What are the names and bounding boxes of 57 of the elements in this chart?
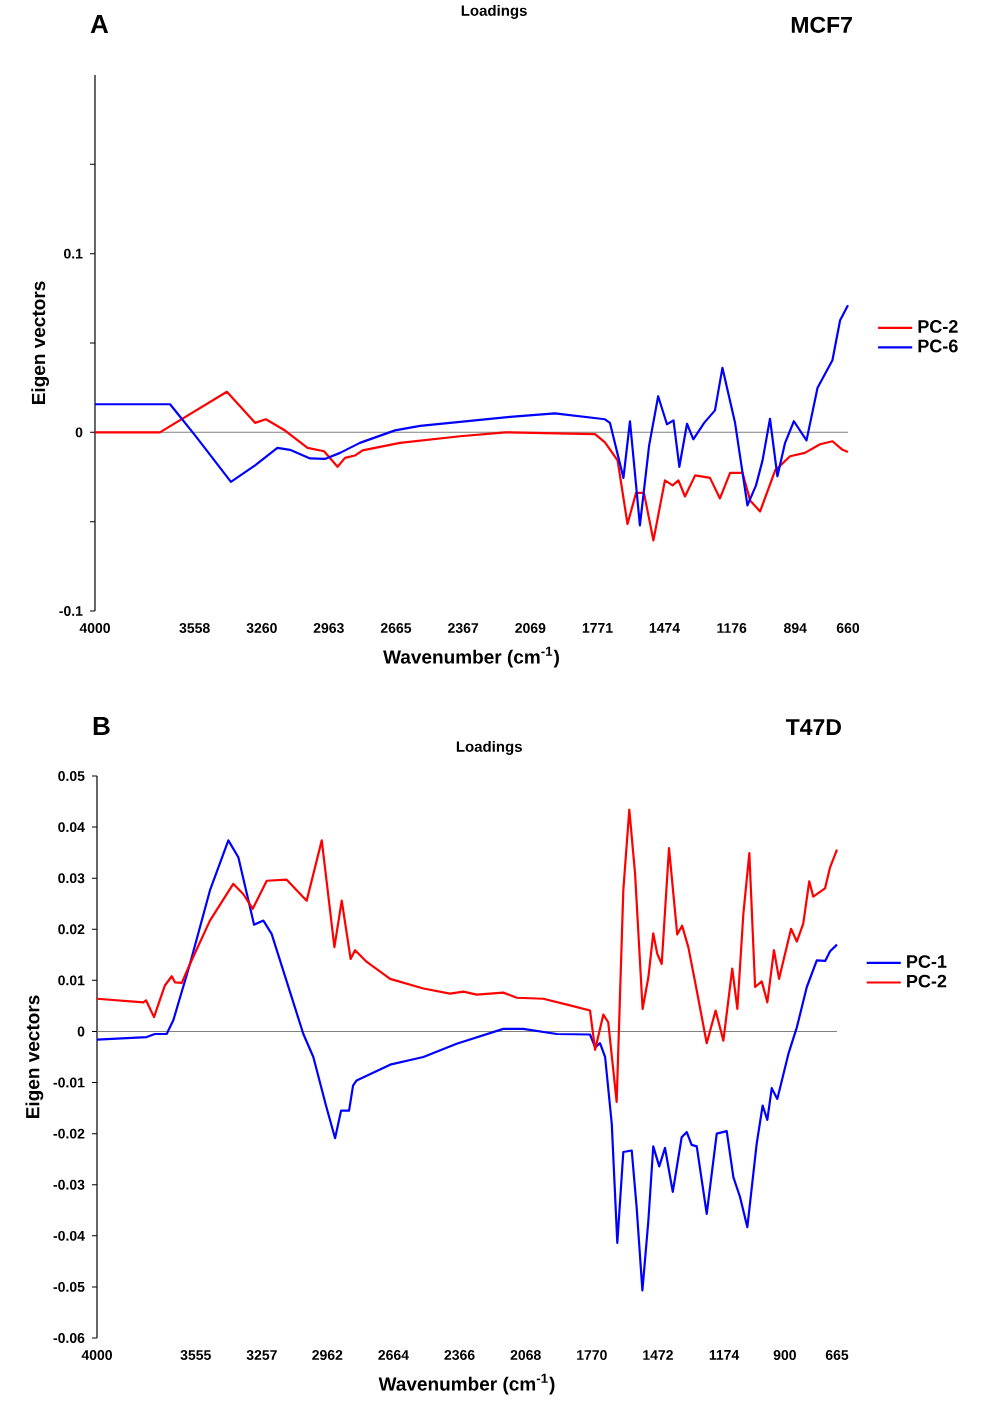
x-tick-label: 2963 (313, 623, 344, 633)
y-tick-label: -0.02 (53, 1128, 85, 1139)
x-tick-label: 900 (773, 1350, 796, 1360)
y-axis-title: Eigen vectors (25, 995, 44, 1119)
y-tick-label: -0.1 (59, 606, 83, 616)
x-tick-label: 1770 (577, 1350, 607, 1360)
x-tick-label: 1771 (582, 623, 613, 633)
x-tick-label: 3558 (179, 623, 210, 633)
x-tick-label: 2068 (510, 1350, 541, 1360)
x-tick-label: 2962 (312, 1350, 343, 1360)
y-tick-label: 0.1 (64, 248, 83, 259)
x-tick-label: 3260 (246, 623, 277, 633)
text: B (93, 717, 110, 735)
line-series (95, 839, 839, 1292)
x-tick-label: 1176 (717, 623, 747, 633)
text: MCF7 (791, 16, 852, 33)
x-tick-label: 2664 (378, 1350, 409, 1360)
line-series (93, 304, 850, 527)
legend-label: PC-1 (907, 955, 947, 968)
x-tick-label: 660 (836, 623, 860, 633)
x-axis-title: Wavenumber (cm$^{-1}$) (383, 646, 559, 668)
x-tick-label: 665 (825, 1350, 849, 1360)
x-tick-label: 1472 (643, 1350, 673, 1360)
x-tick-label: 3257 (246, 1350, 277, 1360)
text: T47D (785, 719, 841, 735)
x-tick-label: 894 (784, 623, 807, 633)
y-tick-label: 0.05 (58, 771, 85, 781)
y-tick-label: 0.02 (58, 924, 85, 935)
x-tick-label: 3555 (180, 1350, 211, 1360)
y-tick-label: -0.03 (53, 1179, 85, 1190)
x-tick-label: 1474 (649, 623, 680, 633)
x-tick-label: 2367 (448, 623, 479, 633)
chart-title: Loadings (456, 740, 522, 755)
x-tick-label: 1174 (709, 1350, 740, 1360)
legend-label: PC-2 (907, 974, 947, 988)
line-series (95, 808, 839, 1104)
x-axis-title: Wavenumber (cm$^{-1}$) (378, 1373, 555, 1395)
x-tick-label: 2665 (380, 623, 412, 633)
y-tick-label: -0.01 (53, 1077, 85, 1088)
y-tick-label: 0.01 (58, 975, 85, 986)
x-tick-label: 4000 (79, 623, 110, 633)
line-series (93, 390, 850, 542)
chart-title: Loadings (461, 4, 527, 19)
text: A (90, 15, 109, 33)
y-tick-label: 0 (77, 1026, 85, 1037)
y-tick-label: -0.05 (53, 1281, 85, 1292)
y-tick-label: -0.06 (53, 1333, 85, 1343)
x-tick-label: 2069 (515, 623, 546, 633)
x-tick-label: 2366 (444, 1350, 475, 1360)
y-tick-label: -0.04 (53, 1230, 85, 1241)
y-axis-title: Eigen vectors (31, 281, 50, 405)
y-tick-label: 0.04 (58, 822, 85, 833)
y-tick-label: 0 (75, 427, 83, 438)
legend-label: PC-2 (918, 320, 958, 333)
legend-label: PC-6 (918, 339, 958, 353)
y-tick-label: 0.03 (58, 873, 85, 884)
x-tick-label: 4000 (81, 1350, 112, 1360)
